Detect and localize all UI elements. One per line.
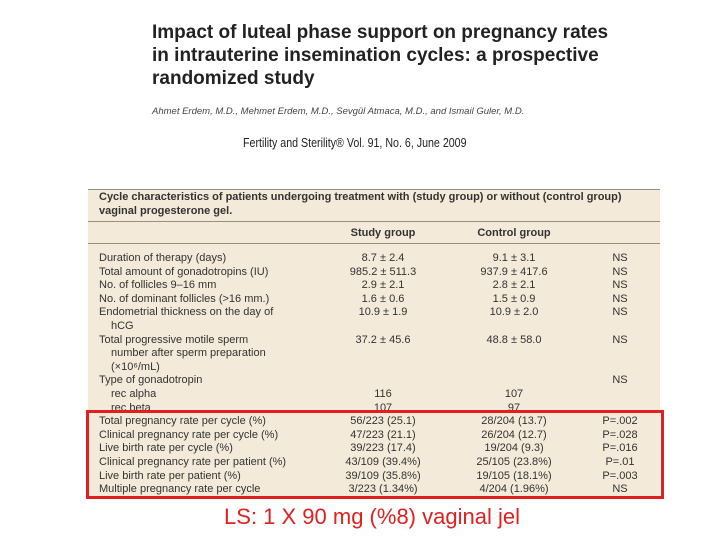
row-label: Type of gonadotropin bbox=[99, 374, 203, 387]
control-value: 48.8 ± 58.0 bbox=[486, 333, 542, 346]
p-value: NS bbox=[612, 483, 628, 496]
p-value: NS bbox=[612, 265, 628, 278]
control-value: 107 bbox=[504, 388, 524, 400]
p-value: NS bbox=[612, 333, 628, 346]
p-value: NS bbox=[612, 374, 628, 387]
control-value: 19/105 (18.1%) bbox=[476, 469, 552, 482]
rule bbox=[88, 189, 660, 190]
row-label: Total progressive motile sperm bbox=[99, 333, 249, 346]
rule bbox=[88, 221, 660, 222]
control-value: 25/105 (23.8%) bbox=[476, 456, 552, 468]
study-value: 43/109 (39.4%) bbox=[345, 456, 421, 468]
row-label: Endometrial thickness on the day of bbox=[99, 306, 274, 319]
control-value: 19/204 (9.3) bbox=[484, 442, 544, 455]
p-value: NS bbox=[612, 292, 628, 305]
study-value: 37.2 ± 45.6 bbox=[355, 333, 411, 346]
row-label: hCG bbox=[111, 320, 134, 332]
p-value: P=.028 bbox=[602, 428, 638, 441]
study-value: 56/223 (25.1) bbox=[350, 415, 416, 428]
study-value: 1.6 ± 0.6 bbox=[361, 292, 405, 305]
column-header: Study group bbox=[350, 227, 416, 239]
study-value: 8.7 ± 2.4 bbox=[361, 252, 405, 264]
row-label: Clinical pregnancy rate per cycle (%) bbox=[99, 428, 279, 441]
p-value: P=.016 bbox=[602, 442, 638, 455]
row-label: Duration of therapy (days) bbox=[99, 252, 227, 264]
row-label: Live birth rate per cycle (%) bbox=[99, 442, 233, 455]
p-value: NS bbox=[612, 306, 628, 319]
study-value: 47/223 (21.1) bbox=[350, 428, 416, 441]
control-value: 28/204 (13.7) bbox=[481, 415, 547, 428]
p-value: P=.003 bbox=[602, 469, 638, 482]
row-label: rec alpha bbox=[111, 388, 157, 400]
authors: Ahmet Erdem, M.D., Mehmet Erdem, M.D., S… bbox=[152, 106, 525, 117]
p-value: P=.002 bbox=[602, 415, 638, 428]
control-value: 1.5 ± 0.9 bbox=[492, 292, 536, 305]
row-label: number after sperm preparation bbox=[111, 347, 266, 360]
title-line: Impact of luteal phase support on pregna… bbox=[152, 22, 609, 43]
study-value: 39/109 (35.8%) bbox=[345, 469, 421, 482]
study-value: 116 bbox=[374, 388, 392, 400]
caption: Cycle characteristics of patients underg… bbox=[99, 191, 622, 203]
study-value: 3/223 (1.34%) bbox=[348, 483, 418, 496]
p-value: P=.01 bbox=[605, 456, 635, 468]
control-value: 26/204 (12.7) bbox=[481, 428, 547, 441]
table bbox=[88, 189, 660, 497]
row-label: (×10⁶/mL) bbox=[111, 360, 160, 373]
study-value: 39/223 (17.4) bbox=[350, 442, 416, 455]
row-label: Live birth rate per patient (%) bbox=[99, 469, 241, 482]
journal: Fertility and Sterility® Vol. 91, No. 6,… bbox=[243, 135, 467, 150]
control-value: 2.8 ± 2.1 bbox=[492, 279, 536, 292]
study-value: 985.2 ± 511.3 bbox=[349, 265, 417, 278]
row-label: Total amount of gonadotropins (IU) bbox=[99, 265, 269, 278]
study-value: 10.9 ± 1.9 bbox=[358, 306, 408, 319]
row-label: Multiple pregnancy rate per cycle bbox=[99, 483, 261, 496]
row-label: No. of dominant follicles (>16 mm.) bbox=[99, 292, 270, 305]
p-value: NS bbox=[612, 252, 628, 264]
caption: vaginal progesterone gel. bbox=[99, 205, 233, 217]
column-header: Control group bbox=[477, 227, 551, 239]
p-value: NS bbox=[612, 279, 628, 292]
footer-caption: LS: 1 X 90 mg (%8) vaginal jel bbox=[224, 504, 520, 529]
rule bbox=[88, 243, 660, 244]
control-value: 937.9 ± 417.6 bbox=[480, 265, 548, 278]
study-value: 2.9 ± 2.1 bbox=[361, 279, 405, 292]
row-label: Total pregnancy rate per cycle (%) bbox=[99, 415, 266, 428]
row-label: Clinical pregnancy rate per patient (%) bbox=[99, 456, 287, 468]
highlight-box bbox=[86, 410, 664, 499]
row-label: No. of follicles 9–16 mm bbox=[99, 279, 217, 292]
title-line: in intrauterine insemination cycles: a p… bbox=[152, 45, 599, 66]
control-value: 4/204 (1.96%) bbox=[479, 483, 549, 496]
title-line: randomized study bbox=[152, 68, 315, 89]
control-value: 9.1 ± 3.1 bbox=[492, 252, 536, 264]
control-value: 10.9 ± 2.0 bbox=[489, 306, 539, 319]
